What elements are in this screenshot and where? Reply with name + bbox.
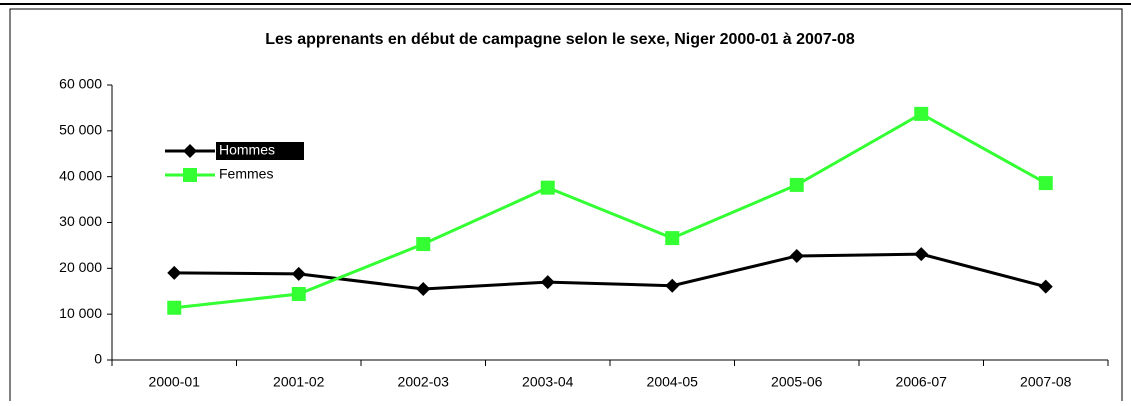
y-tick-label: 30 000 xyxy=(59,213,102,229)
x-tick-label: 2003-04 xyxy=(522,374,574,390)
marker xyxy=(1038,279,1053,294)
marker xyxy=(665,278,680,293)
chart-frame xyxy=(9,8,1123,406)
legend-highlight xyxy=(216,142,304,160)
marker xyxy=(789,248,804,263)
marker xyxy=(167,300,182,315)
marker xyxy=(291,287,306,301)
x-tick-label: 2001-02 xyxy=(273,374,325,390)
y-tick-label: 40 000 xyxy=(59,167,102,183)
marker xyxy=(291,266,306,281)
chart-title: Les apprenants en début de campagne selo… xyxy=(265,31,855,48)
y-tick-label: 50 000 xyxy=(59,122,102,138)
series-line xyxy=(174,112,1047,310)
marker xyxy=(1038,176,1053,191)
marker xyxy=(540,180,555,195)
marker xyxy=(914,247,929,262)
x-tick-label: 2007-08 xyxy=(1020,374,1072,390)
y-tick-label: 0 xyxy=(94,351,102,367)
x-tick-label: 2004-05 xyxy=(647,374,699,390)
x-tick-label: 2002-03 xyxy=(398,374,450,390)
marker xyxy=(416,237,431,252)
x-tick-label: 2005-06 xyxy=(771,374,823,390)
marker xyxy=(914,106,929,121)
marker xyxy=(789,177,804,192)
marker xyxy=(183,168,197,182)
marker xyxy=(416,281,431,296)
legend-label: Femmes xyxy=(219,166,273,182)
y-tick-label: 10 000 xyxy=(59,305,102,321)
marker xyxy=(665,231,680,246)
marker xyxy=(540,275,555,290)
y-tick-label: 20 000 xyxy=(59,259,102,275)
y-tick-label: 60 000 xyxy=(59,76,102,92)
x-tick-label: 2000-01 xyxy=(149,374,201,390)
series-line xyxy=(174,252,1047,291)
marker xyxy=(183,144,197,158)
x-tick-label: 2006-07 xyxy=(896,374,948,390)
legend-label: Hommes xyxy=(219,142,275,158)
marker xyxy=(167,265,182,280)
